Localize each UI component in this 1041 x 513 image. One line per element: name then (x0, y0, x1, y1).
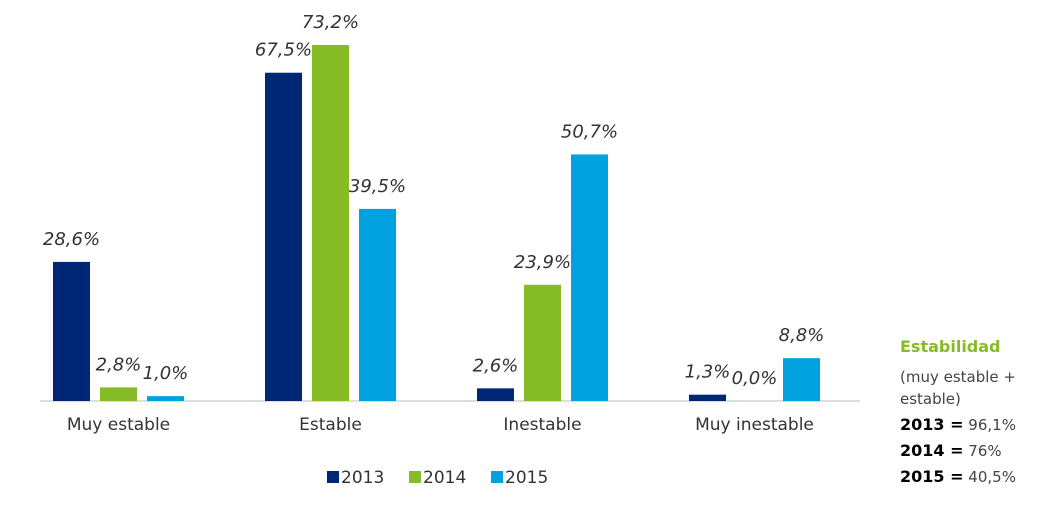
value-label: 39,5% (349, 176, 406, 197)
value-label: 2,6% (473, 355, 519, 376)
note-item: 2014 = 76% (900, 440, 1035, 462)
note-item-label: 2015 = (900, 467, 964, 486)
chart: Muy estable 28,6% 2,8% 1,0% Estable 67,5% 73,2… (40, 12, 860, 488)
note-item-value: 76% (968, 442, 1002, 460)
note-item-label: 2014 = (900, 441, 964, 460)
legend-swatch (327, 471, 339, 483)
legend-label: 2015 (505, 468, 548, 488)
value-label: 73,2% (302, 12, 359, 33)
legend-label: 2013 (341, 468, 384, 488)
bar (783, 358, 820, 401)
note-item: 2015 = 40,5% (900, 466, 1035, 488)
note-item-value: 96,1% (968, 416, 1016, 434)
value-label: 0,0% (732, 368, 778, 389)
bar (265, 72, 302, 401)
value-label: 50,7% (561, 121, 618, 142)
value-label: 23,9% (514, 252, 571, 273)
value-label: 67,5% (255, 40, 312, 61)
category-label: Inestable (503, 415, 581, 435)
bar (689, 394, 726, 401)
category-label: Muy inestable (695, 415, 814, 435)
value-label: 8,8% (779, 325, 825, 346)
value-label: 2,8% (96, 354, 142, 375)
bar (100, 387, 137, 401)
legend-label: 2014 (423, 468, 466, 488)
bar (53, 261, 90, 401)
legend-swatch (491, 471, 503, 483)
bar (571, 154, 608, 401)
value-label: 1,3% (685, 362, 731, 383)
value-label: 28,6% (43, 229, 100, 250)
value-label: 1,0% (143, 363, 189, 384)
category-label: Estable (299, 415, 362, 435)
bar (524, 284, 561, 401)
note-item-value: 40,5% (968, 468, 1016, 486)
note-subtitle: (muy estable + estable) (900, 368, 1016, 408)
note-item-label: 2013 = (900, 415, 964, 434)
legend-swatch (409, 471, 421, 483)
bar (312, 45, 349, 401)
bar (359, 208, 396, 401)
note-title: Estabilidad (900, 337, 1001, 356)
bar (477, 388, 514, 401)
category-label: Muy estable (67, 415, 170, 435)
side-note: Estabilidad (muy estable + estable) 2013… (900, 336, 1035, 488)
bar (147, 396, 184, 401)
note-item: 2013 = 96,1% (900, 414, 1035, 436)
